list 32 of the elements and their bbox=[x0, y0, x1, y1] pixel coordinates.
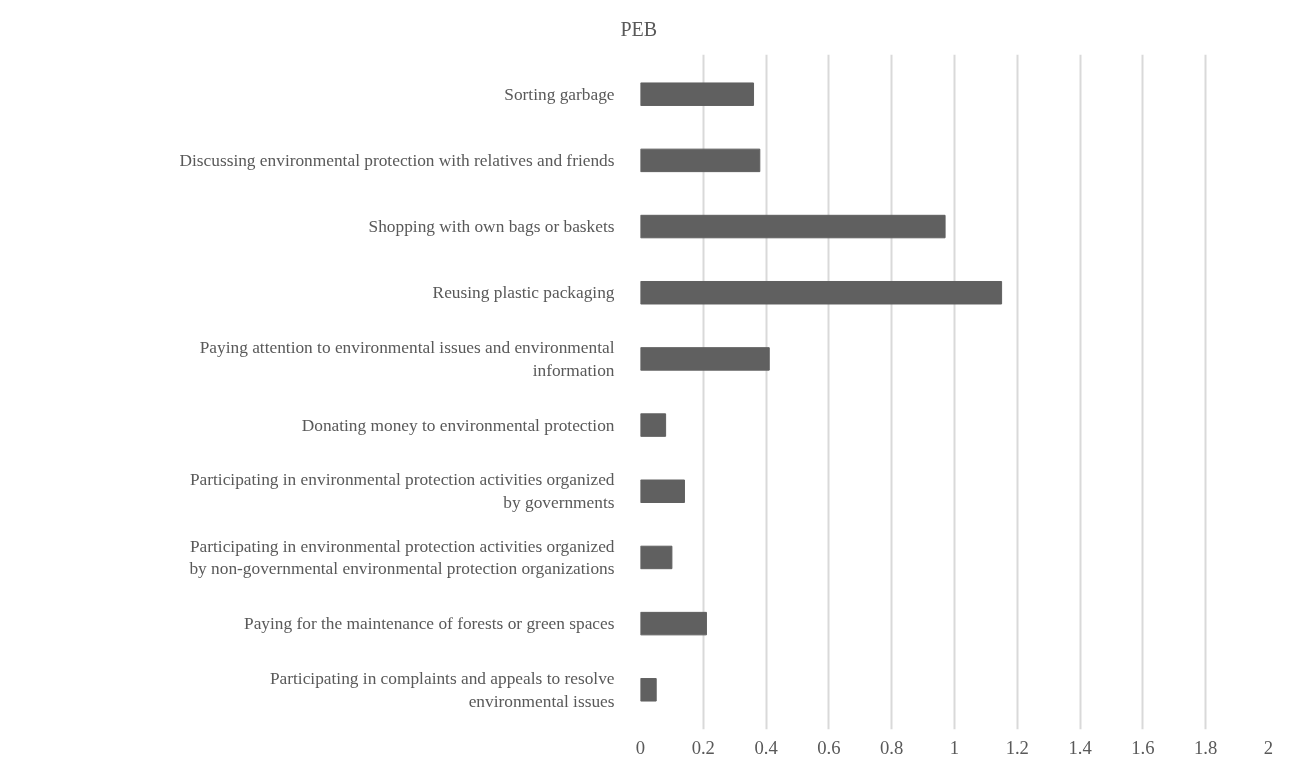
y-tick-label: Paying for the maintenance of forests or green spaces bbox=[244, 614, 615, 634]
bar bbox=[640, 280, 1003, 305]
bar bbox=[640, 678, 657, 702]
bar bbox=[640, 545, 673, 570]
y-tick-label: Participating in complaints and appeals to resolve environmental issues bbox=[269, 668, 615, 711]
bar bbox=[640, 214, 946, 239]
y-tick-label: Participating in environmental protection activities organized by governments bbox=[189, 470, 615, 513]
x-tick-label: 1 bbox=[949, 736, 960, 758]
bar bbox=[640, 148, 761, 173]
x-tick-label: 0.6 bbox=[817, 736, 841, 758]
x-tick-label: 1.6 bbox=[1131, 736, 1155, 758]
bar bbox=[640, 413, 667, 437]
y-tick-label: Paying attention to environmental issues and environmental information bbox=[199, 338, 615, 380]
x-tick-label: 1.4 bbox=[1068, 736, 1093, 758]
y-tick-label: Participating in environmental protection activities organized by non-governmental environmental protection organizations bbox=[189, 536, 615, 579]
x-tick-label: 0 bbox=[635, 736, 646, 758]
x-tick-label: 1.8 bbox=[1194, 736, 1218, 758]
y-tick-label: Sorting garbage bbox=[504, 84, 615, 104]
bar bbox=[640, 611, 707, 636]
x-tick-label: 0.4 bbox=[754, 736, 779, 758]
bar bbox=[640, 479, 685, 504]
bar bbox=[640, 82, 755, 106]
bar bbox=[640, 347, 770, 371]
y-tick-label: Reusing plastic packaging bbox=[432, 283, 615, 303]
chart-title: PEB bbox=[620, 17, 658, 40]
y-tick-label: Donating money to environmental protection bbox=[301, 415, 615, 435]
x-tick-label: 0.8 bbox=[880, 736, 904, 758]
y-tick-label: Shopping with own bags or baskets bbox=[368, 217, 615, 237]
x-tick-label: 2 bbox=[1263, 736, 1274, 758]
x-tick-label: 1.2 bbox=[1005, 736, 1029, 758]
x-tick-label: 0.2 bbox=[691, 736, 715, 758]
y-tick-label: Discussing environmental protection with relatives and friends bbox=[179, 150, 615, 170]
